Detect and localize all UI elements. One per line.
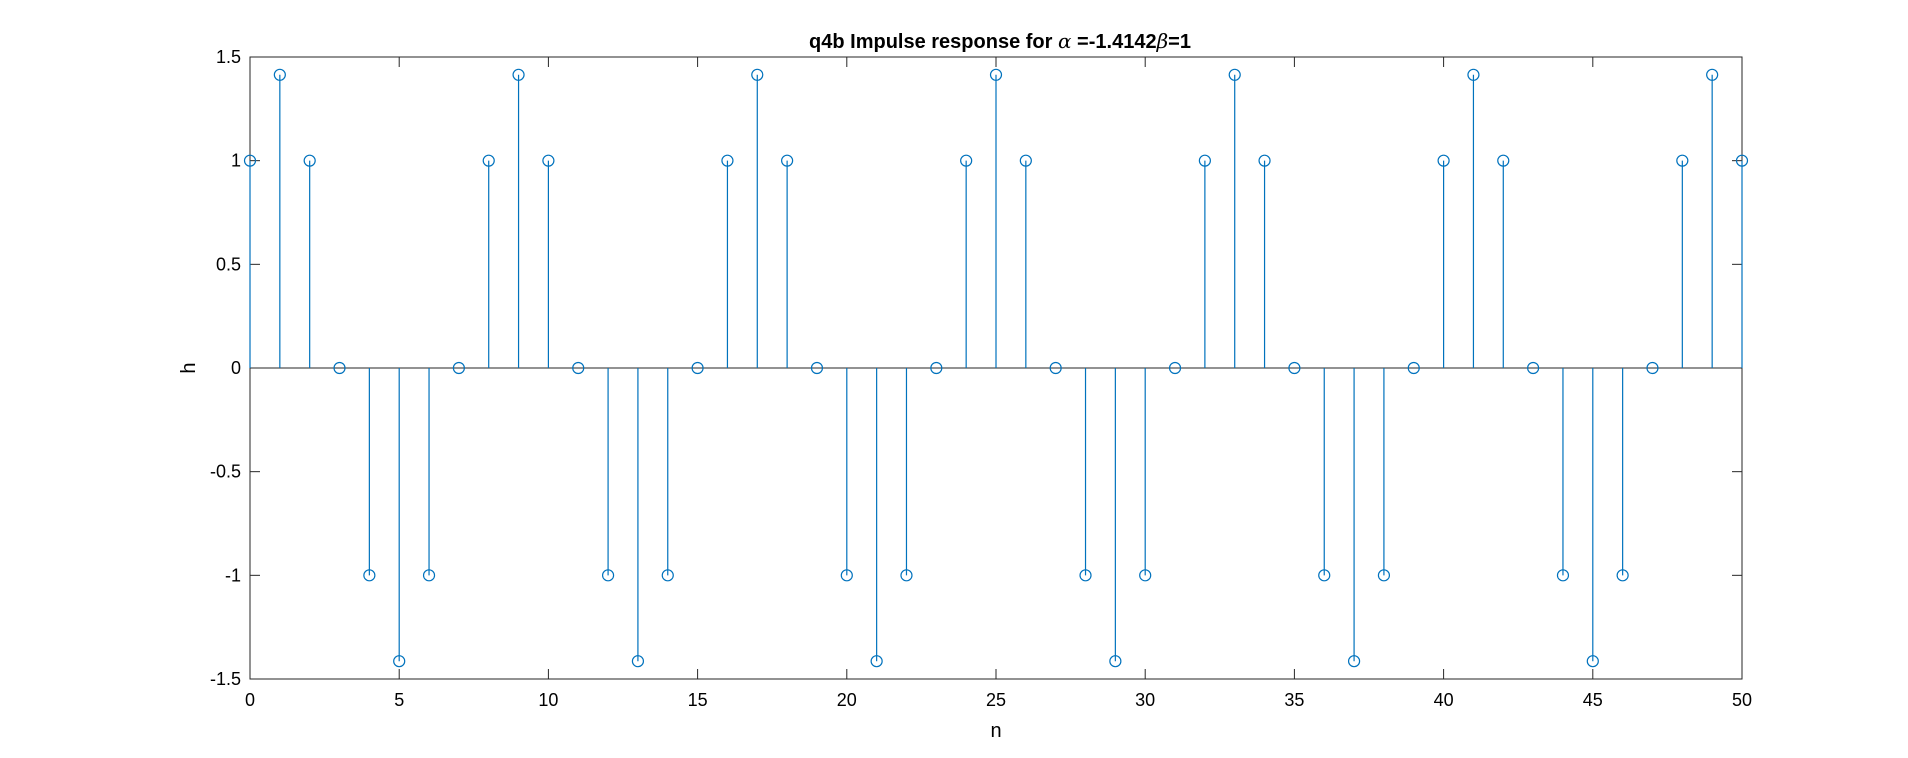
- y-tick-label: 1: [231, 151, 241, 171]
- stem-marker: [1079, 569, 1092, 582]
- stem-marker: [542, 154, 555, 167]
- stem-series: [243, 68, 1749, 668]
- x-tick-label: 20: [837, 690, 857, 710]
- y-tick-label: -1: [225, 565, 241, 585]
- stem-marker: [1228, 68, 1241, 81]
- stem-marker: [1586, 655, 1599, 668]
- stem-marker: [1049, 361, 1062, 375]
- x-tick-label: 15: [688, 690, 708, 710]
- stem-marker: [810, 361, 824, 375]
- stem-marker: [1706, 68, 1719, 81]
- chart-title: q4b Impulse response for α =-1.4142β=1: [809, 29, 1191, 53]
- stem-marker: [1109, 655, 1122, 668]
- stem-marker: [870, 655, 883, 668]
- y-tick-label: -1.5: [210, 669, 241, 689]
- stem-marker: [1646, 361, 1659, 375]
- stem-marker: [393, 655, 406, 668]
- stem-marker: [1556, 569, 1570, 582]
- stem-marker: [989, 68, 1003, 81]
- stem-marker: [1616, 569, 1629, 582]
- stem-marker: [422, 569, 436, 582]
- stem-marker: [303, 154, 316, 167]
- stem-marker: [1735, 154, 1749, 167]
- chart-title-beta-value: =1: [1168, 31, 1191, 53]
- stem-marker: [601, 569, 615, 582]
- stem-marker: [512, 68, 525, 81]
- y-tick-label: 0: [231, 358, 241, 378]
- stem-marker: [1437, 154, 1450, 167]
- chart-title-prefix: q4b Impulse response for: [809, 31, 1058, 53]
- stem-marker: [721, 154, 734, 167]
- x-axis-label: n: [990, 720, 1001, 742]
- stem-marker: [572, 361, 585, 375]
- x-tick-label: 40: [1434, 690, 1454, 710]
- x-tick-label: 5: [394, 690, 404, 710]
- stem-marker: [1019, 154, 1032, 167]
- stem-marker: [1377, 569, 1391, 582]
- stem-marker: [781, 154, 794, 167]
- chart-title-alpha-value: =-1.4142: [1072, 31, 1157, 53]
- stem-marker: [631, 655, 645, 668]
- stem-marker: [1288, 361, 1301, 375]
- stem-marker: [1676, 154, 1689, 167]
- x-tick-label: 0: [245, 690, 255, 710]
- chart-title-alpha-symbol: α: [1058, 29, 1072, 53]
- stem-marker: [1258, 154, 1271, 167]
- stem-marker: [482, 154, 495, 167]
- stem-marker: [840, 569, 853, 582]
- stem-marker: [691, 361, 704, 375]
- plot-area: 0 5 10 15 20 25 30 35 40 45 50 -1.5 -1 -0.5 0 0.5 1 1.5: [210, 47, 1752, 710]
- stem-marker: [243, 154, 257, 167]
- stem-marker: [1407, 361, 1420, 375]
- stem-marker: [333, 361, 346, 375]
- y-tick-label: 1.5: [216, 47, 241, 67]
- stem-marker: [1467, 68, 1480, 81]
- x-tick-label: 25: [986, 690, 1006, 710]
- y-tick-label: -0.5: [210, 462, 241, 482]
- stem-marker: [1527, 361, 1540, 375]
- axis-tick-labels: 0 5 10 15 20 25 30 35 40 45 50 -1.5 -1 -0.5 0 0.5 1 1.5: [210, 47, 1752, 710]
- stem-marker: [1198, 154, 1211, 167]
- stem-marker: [1318, 569, 1331, 582]
- x-tick-label: 50: [1732, 690, 1752, 710]
- x-tick-label: 45: [1583, 690, 1603, 710]
- chart-title-beta-symbol: β: [1156, 29, 1169, 53]
- stem-marker: [960, 154, 973, 167]
- stem-marker: [1139, 569, 1152, 582]
- stem-marker: [1168, 361, 1182, 375]
- stem-marker: [930, 361, 943, 375]
- stem-marker: [452, 361, 465, 375]
- stem-marker: [1347, 655, 1361, 668]
- stem-marker: [273, 68, 286, 81]
- stem-marker: [363, 569, 376, 582]
- x-tick-label: 35: [1284, 690, 1304, 710]
- x-tick-label: 10: [538, 690, 558, 710]
- x-tick-label: 30: [1135, 690, 1155, 710]
- axis-ticks: [249, 56, 1743, 680]
- stem-marker: [661, 569, 674, 582]
- stem-marker: [900, 569, 913, 582]
- y-axis-label: h: [178, 362, 200, 373]
- stem-marker: [751, 68, 764, 81]
- y-tick-label: 0.5: [216, 254, 241, 274]
- stem-marker: [1497, 154, 1510, 167]
